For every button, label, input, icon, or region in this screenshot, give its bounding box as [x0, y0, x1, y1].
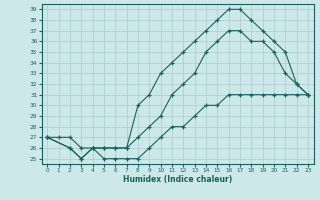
X-axis label: Humidex (Indice chaleur): Humidex (Indice chaleur) — [123, 175, 232, 184]
